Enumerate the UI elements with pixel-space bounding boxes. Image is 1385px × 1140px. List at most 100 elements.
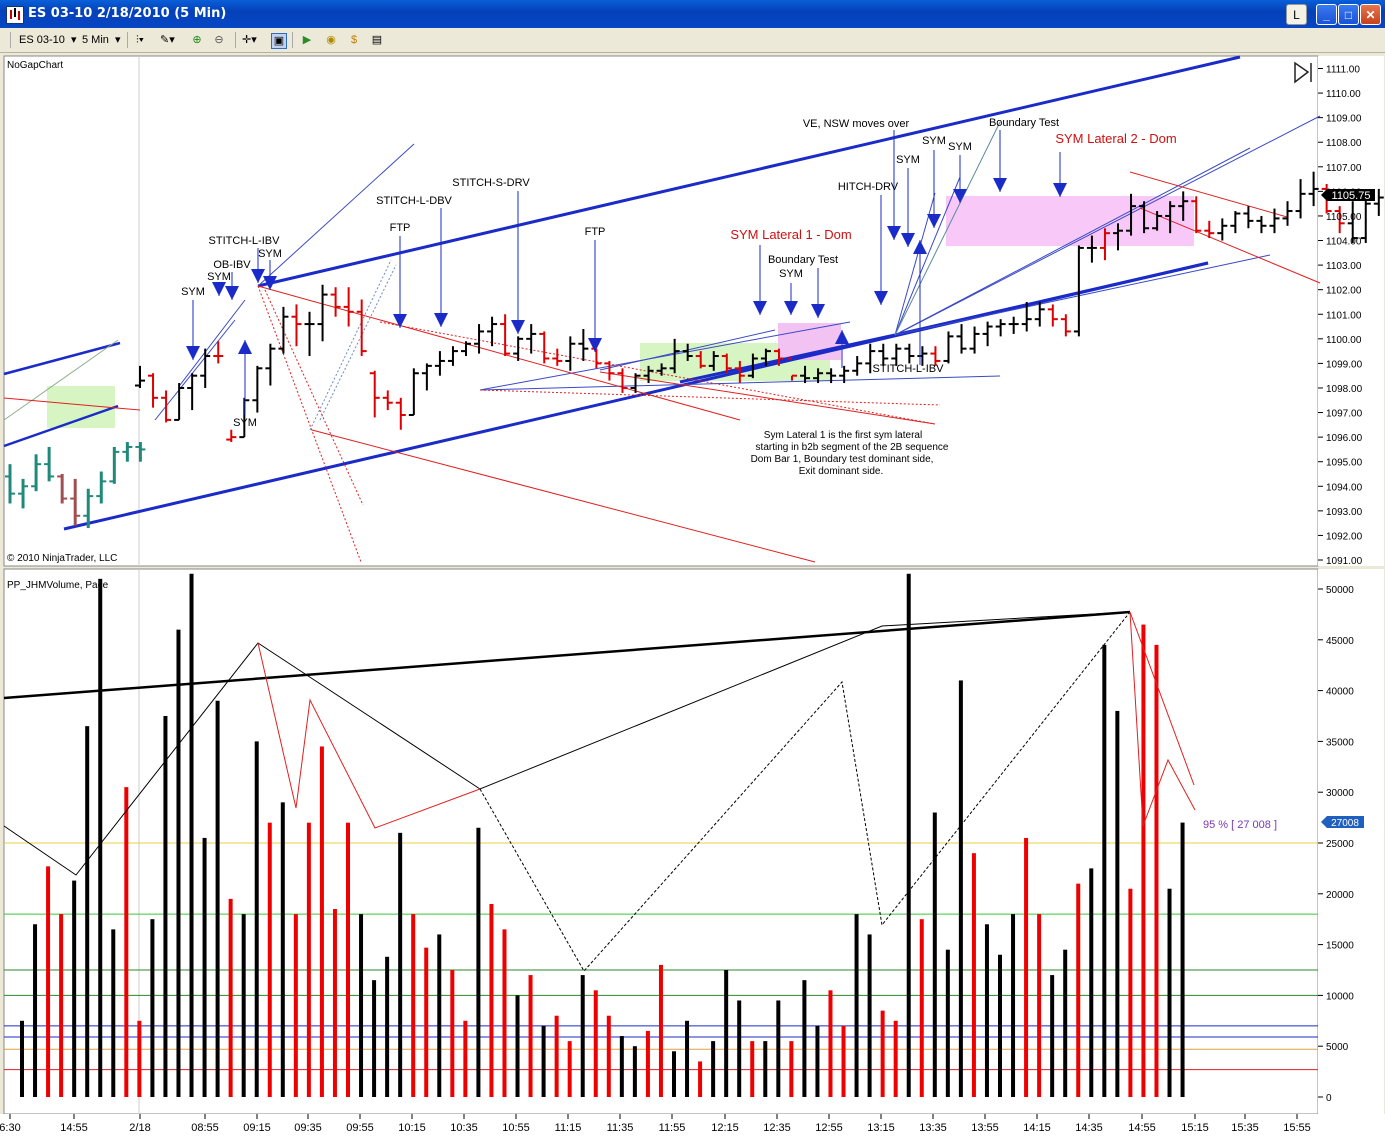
- volume-bar: [815, 1025, 820, 1097]
- trendline: [257, 285, 741, 421]
- price-bar: [904, 343, 915, 364]
- volume-dashed-line: [479, 611, 1131, 972]
- maximize-button[interactable]: □: [1338, 4, 1359, 25]
- trendline: [894, 121, 1001, 336]
- price-tick-label: 1111.00: [1326, 65, 1360, 76]
- properties-icon[interactable]: ▣: [271, 33, 287, 49]
- time-tick-label: 09:55: [346, 1122, 374, 1134]
- instrument-selector[interactable]: ES 03-10 ▾: [19, 32, 77, 48]
- window-title: ES 03-10 2/18/2010 (5 Min): [28, 6, 227, 21]
- volume-bar: [619, 1036, 624, 1097]
- trendline: [1129, 171, 1288, 218]
- zoom-in-icon[interactable]: ⊕: [192, 34, 202, 46]
- price-bar: [369, 370, 380, 418]
- volume-bar: [189, 573, 194, 1097]
- bar-type-icon[interactable]: ⫶▾: [135, 34, 145, 46]
- price-bar: [382, 390, 393, 411]
- chevron-down-icon: ▾: [111, 34, 121, 46]
- volume-bar: [763, 1041, 768, 1097]
- price-bar: [343, 287, 354, 327]
- link-button[interactable]: L: [1286, 4, 1307, 25]
- price-bar: [421, 363, 432, 391]
- trendline: [894, 115, 1321, 336]
- play-icon[interactable]: [1294, 61, 1312, 84]
- price-bar: [865, 343, 876, 374]
- time-tick-label: 6:30: [0, 1122, 21, 1134]
- price-tick-label: 1093.00: [1326, 507, 1363, 518]
- annotation-hitch-drv: HITCH-DRV: [838, 181, 899, 193]
- interval-selector[interactable]: 5 Min ▾: [82, 32, 121, 48]
- volume-bar: [776, 1000, 781, 1097]
- price-bar: [982, 321, 993, 347]
- volume-panel-label: PP_JHMVolume, Pace: [7, 580, 109, 591]
- price-bar: [18, 478, 29, 509]
- price-bar: [109, 446, 120, 484]
- toolbar-separator: [292, 32, 293, 48]
- drawing-tool-icon[interactable]: ✎▾: [160, 34, 175, 46]
- price-bar: [1034, 301, 1045, 327]
- volume-bar: [1167, 888, 1172, 1097]
- volume-bar: [20, 1020, 24, 1097]
- annotation-arrow: [901, 168, 915, 247]
- volume-bar: [463, 1020, 468, 1097]
- volume-bar: [541, 1025, 546, 1097]
- toolbar-separator: [127, 32, 128, 48]
- price-bar: [1204, 220, 1215, 239]
- annotation-note-line: Exit dominant side.: [799, 466, 884, 477]
- volume-bar: [789, 1041, 794, 1097]
- minimize-button[interactable]: _: [1316, 4, 1337, 25]
- time-tick-label: 08:55: [191, 1122, 219, 1134]
- annotation-sym: SYM: [948, 141, 972, 153]
- annotation-sym: SYM: [779, 268, 803, 280]
- volume-bar: [319, 746, 324, 1097]
- arrow-head: [212, 282, 226, 296]
- time-tick-label: 12:15: [711, 1122, 739, 1134]
- close-button[interactable]: ✕: [1360, 4, 1381, 25]
- price-tick-label: 1100.00: [1326, 335, 1362, 346]
- zoom-out-icon[interactable]: ⊖: [214, 34, 224, 46]
- volume-bar: [737, 1000, 742, 1097]
- price-tick-label: 1099.00: [1326, 359, 1363, 370]
- time-tick-label: 11:15: [555, 1122, 582, 1134]
- price-bar: [174, 383, 185, 421]
- price-bar: [708, 351, 719, 371]
- price-bar: [1008, 316, 1019, 334]
- volume-bar: [202, 837, 207, 1097]
- volume-bar: [802, 980, 807, 1097]
- volume-bar: [98, 578, 103, 1097]
- indicator-icon[interactable]: ◉: [326, 34, 336, 46]
- money-icon[interactable]: $: [350, 34, 358, 46]
- price-bar: [956, 324, 967, 354]
- volume-bar: [1154, 644, 1159, 1097]
- pace-label: 95 % [ 27 008 ]: [1203, 819, 1277, 831]
- time-tick-label: 10:35: [450, 1122, 478, 1134]
- price-bar: [839, 365, 850, 384]
- volume-tick-label: 0: [1326, 1093, 1332, 1104]
- price-bar: [500, 314, 511, 357]
- crosshair-icon[interactable]: ✛▾: [242, 34, 257, 46]
- chart-toolbar: ES 03-10 ▾ 5 Min ▾ ⫶▾ ✎▾ ⊕ ⊖ ✛▾ ▣ ▶ ◉ $ …: [0, 28, 1385, 53]
- annotation-ftp: FTP: [585, 226, 606, 238]
- strategy-icon[interactable]: ▶: [302, 34, 312, 46]
- time-tick-label: 15:15: [1181, 1122, 1209, 1134]
- data-box-icon[interactable]: ▤: [371, 34, 383, 46]
- price-bar: [891, 343, 902, 366]
- price-bar: [721, 353, 732, 374]
- arrow-head: [225, 286, 239, 300]
- price-bar: [800, 365, 811, 384]
- price-bar: [1152, 211, 1163, 231]
- annotation-arrow: [393, 236, 407, 328]
- volume-bar: [971, 853, 976, 1097]
- copyright-label: © 2010 NinjaTrader, LLC: [7, 553, 117, 564]
- chart-canvas[interactable]: 1111.001110.001109.001108.001107.001106.…: [0, 53, 1385, 1140]
- volume-bar: [46, 866, 51, 1097]
- time-tick-label: 12:55: [815, 1122, 843, 1134]
- price-bar: [878, 343, 889, 366]
- volume-bar: [645, 1030, 650, 1097]
- price-tick-label: 1098.00: [1326, 384, 1363, 395]
- volume-bar: [1011, 914, 1016, 1097]
- price-bar: [1347, 201, 1358, 243]
- volume-bar: [228, 898, 233, 1097]
- price-bar: [578, 328, 589, 361]
- arrow-head: [393, 314, 407, 328]
